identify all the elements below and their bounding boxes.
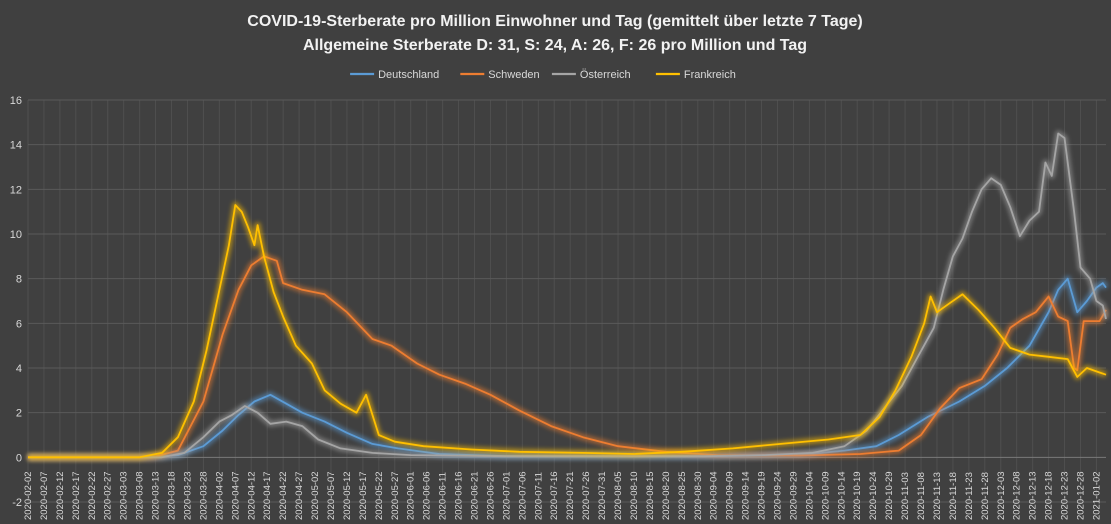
x-tick-label: 2020-08-25 xyxy=(677,471,688,520)
series-lines xyxy=(28,130,1109,461)
x-tick-label: 2020-06-11 xyxy=(438,472,449,520)
x-tick-label: 2020-06-16 xyxy=(454,471,465,520)
x-tick-label: 2020-02-12 xyxy=(55,471,66,520)
x-tick-label: 2020-08-20 xyxy=(661,471,672,520)
x-tick-label: 2020-07-31 xyxy=(597,471,608,520)
legend: Deutschland Schweden Österreich Frankreich xyxy=(350,69,736,81)
x-tick-label: 2020-09-19 xyxy=(757,471,768,520)
x-tick-label: 2020-10-29 xyxy=(884,471,895,520)
legend-label: Frankreich xyxy=(684,69,736,81)
x-tick-label: 2020-05-07 xyxy=(326,471,337,520)
x-tick-label: 2020-09-04 xyxy=(709,471,720,520)
y-tick-label: 16 xyxy=(10,95,22,107)
x-tick-label: 2020-08-15 xyxy=(645,471,656,520)
x-tick-label: 2020-12-23 xyxy=(1060,471,1071,520)
x-tick-label: 2020-12-18 xyxy=(1044,471,1055,520)
x-tick-label: 2020-02-17 xyxy=(71,471,82,520)
x-tick-label: 2020-05-17 xyxy=(358,471,369,520)
x-tick-label: 2020-03-18 xyxy=(167,471,178,520)
x-tick-label: 2020-06-06 xyxy=(422,471,433,520)
x-tick-label: 2020-11-13 xyxy=(932,472,943,520)
y-tick-label: -2 xyxy=(12,497,22,509)
legend-label: Österreich xyxy=(580,69,631,81)
x-tick-label: 2020-03-23 xyxy=(182,471,193,520)
y-axis: -2 0 2 4 6 8 10 12 14 16 xyxy=(10,95,22,509)
x-tick-label: 2020-11-03 xyxy=(900,472,911,520)
x-tick-label: 2020-06-26 xyxy=(485,471,496,520)
x-tick-label: 2020-04-27 xyxy=(294,471,305,520)
x-tick-label: 2020-07-01 xyxy=(501,471,512,520)
x-tick-label: 2020-03-13 xyxy=(151,471,162,520)
x-tick-label: 2020-03-03 xyxy=(119,471,130,520)
x-tick-label: 2020-11-08 xyxy=(916,472,927,520)
x-tick-label: 2020-04-12 xyxy=(246,471,257,520)
x-tick-label: 2020-09-14 xyxy=(741,471,752,520)
x-tick-label: 2020-07-11 xyxy=(533,472,544,520)
legend-label: Deutschland xyxy=(378,69,439,81)
x-tick-label: 2020-10-19 xyxy=(852,471,863,520)
y-tick-label: 4 xyxy=(16,363,22,375)
x-tick-label: 2020-09-29 xyxy=(788,471,799,520)
series-line-glow xyxy=(28,202,1107,461)
x-tick-label: 2020-10-09 xyxy=(820,471,831,520)
x-tick-label: 2020-08-10 xyxy=(629,471,640,520)
x-tick-label: 2020-04-02 xyxy=(214,471,225,520)
x-tick-label: 2020-11-28 xyxy=(980,472,991,520)
series-line-österreich xyxy=(28,132,1107,459)
series-line-frankreich xyxy=(28,204,1107,459)
y-tick-label: 6 xyxy=(16,318,22,330)
legend-label: Schweden xyxy=(488,69,539,81)
x-tick-label: 2020-09-09 xyxy=(725,471,736,520)
x-tick-label: 2020-06-21 xyxy=(470,471,481,520)
x-tick-label: 2020-12-28 xyxy=(1075,471,1086,520)
x-tick-label: 2020-08-30 xyxy=(693,471,704,520)
x-tick-label: 2020-07-21 xyxy=(565,471,576,520)
x-tick-label: 2020-12-13 xyxy=(1028,471,1039,520)
x-tick-label: 2020-11-18 xyxy=(948,472,959,520)
chart-subtitle: Allgemeine Sterberate D: 31, S: 24, A: 2… xyxy=(303,37,807,54)
y-tick-label: 2 xyxy=(16,408,22,420)
chart-title: COVID-19-Sterberate pro Million Einwohne… xyxy=(247,13,862,30)
x-tick-label: 2020-06-01 xyxy=(406,471,417,520)
y-tick-label: 8 xyxy=(16,274,22,286)
x-tick-label: 2020-07-16 xyxy=(549,471,560,520)
x-tick-label: 2020-04-07 xyxy=(230,471,241,520)
x-tick-label: 2020-11-23 xyxy=(964,472,975,520)
x-tick-label: 2020-03-28 xyxy=(198,471,209,520)
x-tick-label: 2020-12-03 xyxy=(996,471,1007,520)
grid xyxy=(27,99,1106,503)
x-tick-label: 2020-08-05 xyxy=(613,471,624,520)
x-tick-label: 2020-04-17 xyxy=(262,471,273,520)
x-tick-label: 2020-12-08 xyxy=(1012,471,1023,520)
x-tick-label: 2020-05-02 xyxy=(310,471,321,520)
x-tick-label: 2020-04-22 xyxy=(278,471,289,520)
y-tick-label: 12 xyxy=(10,184,22,196)
y-tick-label: 0 xyxy=(16,452,22,464)
x-tick-label: 2020-05-27 xyxy=(390,471,401,520)
x-tick-label: 2020-10-14 xyxy=(836,471,847,520)
x-tick-label: 2020-05-22 xyxy=(374,471,385,520)
x-tick-label: 2020-02-27 xyxy=(103,471,114,520)
y-tick-label: 10 xyxy=(10,229,22,241)
x-tick-label: 2020-10-04 xyxy=(804,471,815,520)
x-tick-label: 2020-05-12 xyxy=(342,471,353,520)
x-tick-label: 2020-03-08 xyxy=(135,471,146,520)
x-tick-label: 2020-02-02 xyxy=(23,471,34,520)
y-tick-label: 14 xyxy=(10,140,22,152)
x-axis: 2020-02-02 2020-02-07 2020-02-12 2020-02-17… xyxy=(23,471,1102,520)
x-tick-label: 2020-02-22 xyxy=(87,471,98,520)
x-tick-label: 2020-02-07 xyxy=(39,471,50,520)
x-tick-label: 2020-07-06 xyxy=(517,471,528,520)
x-tick-label: 2020-09-24 xyxy=(772,471,783,520)
x-tick-label: 2020-07-26 xyxy=(581,471,592,520)
x-tick-label: 2021-01-02 xyxy=(1091,471,1102,520)
x-tick-label: 2020-10-24 xyxy=(868,471,879,520)
